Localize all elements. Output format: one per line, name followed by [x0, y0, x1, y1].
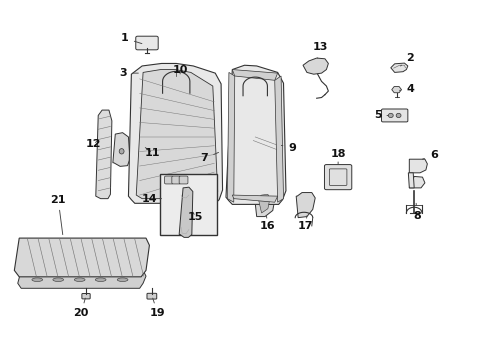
FancyBboxPatch shape [381, 109, 407, 122]
Text: 18: 18 [330, 149, 345, 164]
Text: 20: 20 [73, 298, 89, 318]
Polygon shape [250, 135, 283, 152]
Polygon shape [408, 159, 427, 173]
FancyBboxPatch shape [136, 36, 158, 50]
Text: 19: 19 [150, 298, 165, 318]
Polygon shape [258, 194, 269, 213]
Text: 8: 8 [412, 203, 420, 221]
Polygon shape [227, 72, 234, 202]
FancyBboxPatch shape [164, 176, 173, 184]
FancyBboxPatch shape [147, 293, 157, 299]
Polygon shape [232, 195, 277, 202]
Polygon shape [179, 187, 192, 237]
Text: 11: 11 [145, 148, 160, 158]
Polygon shape [128, 63, 222, 203]
Text: 16: 16 [260, 216, 275, 231]
Ellipse shape [117, 278, 128, 282]
FancyBboxPatch shape [324, 165, 351, 190]
Polygon shape [390, 63, 407, 72]
Text: 17: 17 [297, 216, 312, 231]
Ellipse shape [53, 278, 63, 282]
Polygon shape [18, 270, 146, 288]
FancyBboxPatch shape [179, 176, 187, 184]
Polygon shape [408, 176, 424, 188]
FancyBboxPatch shape [171, 176, 180, 184]
Polygon shape [225, 65, 285, 204]
Text: 21: 21 [50, 195, 66, 235]
Polygon shape [296, 193, 315, 218]
Polygon shape [14, 238, 149, 277]
Polygon shape [232, 69, 277, 80]
Text: 9: 9 [281, 143, 296, 153]
Polygon shape [254, 190, 274, 217]
Ellipse shape [119, 149, 124, 154]
Ellipse shape [387, 113, 392, 118]
Polygon shape [407, 173, 413, 188]
Text: 12: 12 [85, 139, 101, 149]
FancyBboxPatch shape [159, 174, 217, 235]
Text: 10: 10 [172, 64, 187, 75]
Text: 2: 2 [400, 53, 413, 66]
Polygon shape [113, 133, 130, 166]
Polygon shape [274, 76, 283, 202]
Text: 1: 1 [121, 33, 142, 44]
Text: 4: 4 [399, 84, 413, 94]
Polygon shape [303, 58, 328, 74]
FancyBboxPatch shape [81, 293, 90, 299]
Text: 15: 15 [188, 212, 203, 221]
Polygon shape [96, 110, 112, 199]
Polygon shape [391, 86, 401, 93]
Text: 14: 14 [142, 194, 161, 204]
Text: 3: 3 [120, 68, 138, 78]
Text: 7: 7 [200, 152, 218, 163]
Ellipse shape [95, 278, 106, 282]
Text: 5: 5 [373, 111, 387, 121]
Ellipse shape [74, 278, 85, 282]
Polygon shape [136, 69, 217, 199]
Text: 13: 13 [312, 42, 327, 58]
Text: 6: 6 [422, 150, 437, 160]
Polygon shape [138, 69, 150, 76]
Ellipse shape [32, 278, 42, 282]
Ellipse shape [395, 113, 400, 118]
